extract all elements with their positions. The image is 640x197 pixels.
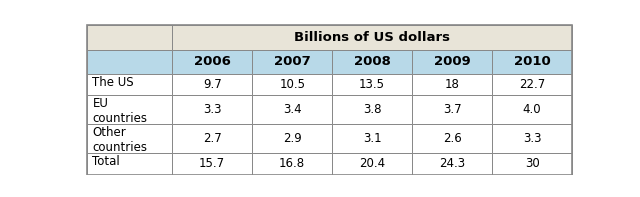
Bar: [252, 49, 332, 74]
Bar: [172, 25, 572, 49]
Bar: [172, 49, 252, 74]
Text: Other
countries: Other countries: [92, 126, 147, 154]
Text: 2007: 2007: [274, 55, 310, 68]
Bar: [492, 95, 572, 124]
Bar: [412, 153, 492, 175]
Text: 16.8: 16.8: [279, 157, 305, 170]
Bar: [492, 153, 572, 175]
Text: 3.3: 3.3: [523, 132, 541, 145]
Bar: [492, 74, 572, 95]
Bar: [332, 74, 412, 95]
Text: 3.3: 3.3: [203, 103, 221, 116]
Text: 30: 30: [525, 157, 540, 170]
Text: 24.3: 24.3: [439, 157, 465, 170]
Text: 2009: 2009: [434, 55, 470, 68]
Text: 3.1: 3.1: [363, 132, 381, 145]
Bar: [88, 153, 172, 175]
Text: 2006: 2006: [194, 55, 230, 68]
Text: 9.7: 9.7: [203, 78, 221, 91]
Text: The US: The US: [92, 76, 134, 89]
Text: 2008: 2008: [354, 55, 390, 68]
Bar: [172, 95, 252, 124]
Text: 4.0: 4.0: [523, 103, 541, 116]
Text: 13.5: 13.5: [359, 78, 385, 91]
Bar: [88, 74, 172, 95]
Bar: [332, 124, 412, 153]
Text: 2010: 2010: [514, 55, 550, 68]
Text: 3.4: 3.4: [283, 103, 301, 116]
Text: 3.7: 3.7: [443, 103, 461, 116]
Bar: [332, 49, 412, 74]
Bar: [492, 124, 572, 153]
Bar: [492, 49, 572, 74]
Bar: [172, 74, 252, 95]
Bar: [252, 74, 332, 95]
Text: 10.5: 10.5: [279, 78, 305, 91]
Text: 3.8: 3.8: [363, 103, 381, 116]
Text: 20.4: 20.4: [359, 157, 385, 170]
Bar: [88, 49, 172, 74]
Bar: [412, 124, 492, 153]
Text: 18: 18: [445, 78, 460, 91]
Text: Billions of US dollars: Billions of US dollars: [294, 31, 450, 44]
Bar: [172, 124, 252, 153]
Bar: [332, 95, 412, 124]
Bar: [252, 124, 332, 153]
Text: 2.9: 2.9: [283, 132, 301, 145]
Bar: [88, 124, 172, 153]
Bar: [252, 153, 332, 175]
Text: Total: Total: [92, 155, 120, 168]
Bar: [412, 95, 492, 124]
Text: EU
countries: EU countries: [92, 97, 147, 125]
Bar: [332, 153, 412, 175]
Bar: [88, 95, 172, 124]
Bar: [88, 25, 172, 49]
Bar: [412, 49, 492, 74]
Text: 15.7: 15.7: [199, 157, 225, 170]
Text: 22.7: 22.7: [519, 78, 545, 91]
Bar: [252, 95, 332, 124]
Bar: [172, 153, 252, 175]
Bar: [412, 74, 492, 95]
Text: 2.7: 2.7: [203, 132, 221, 145]
Text: 2.6: 2.6: [443, 132, 461, 145]
